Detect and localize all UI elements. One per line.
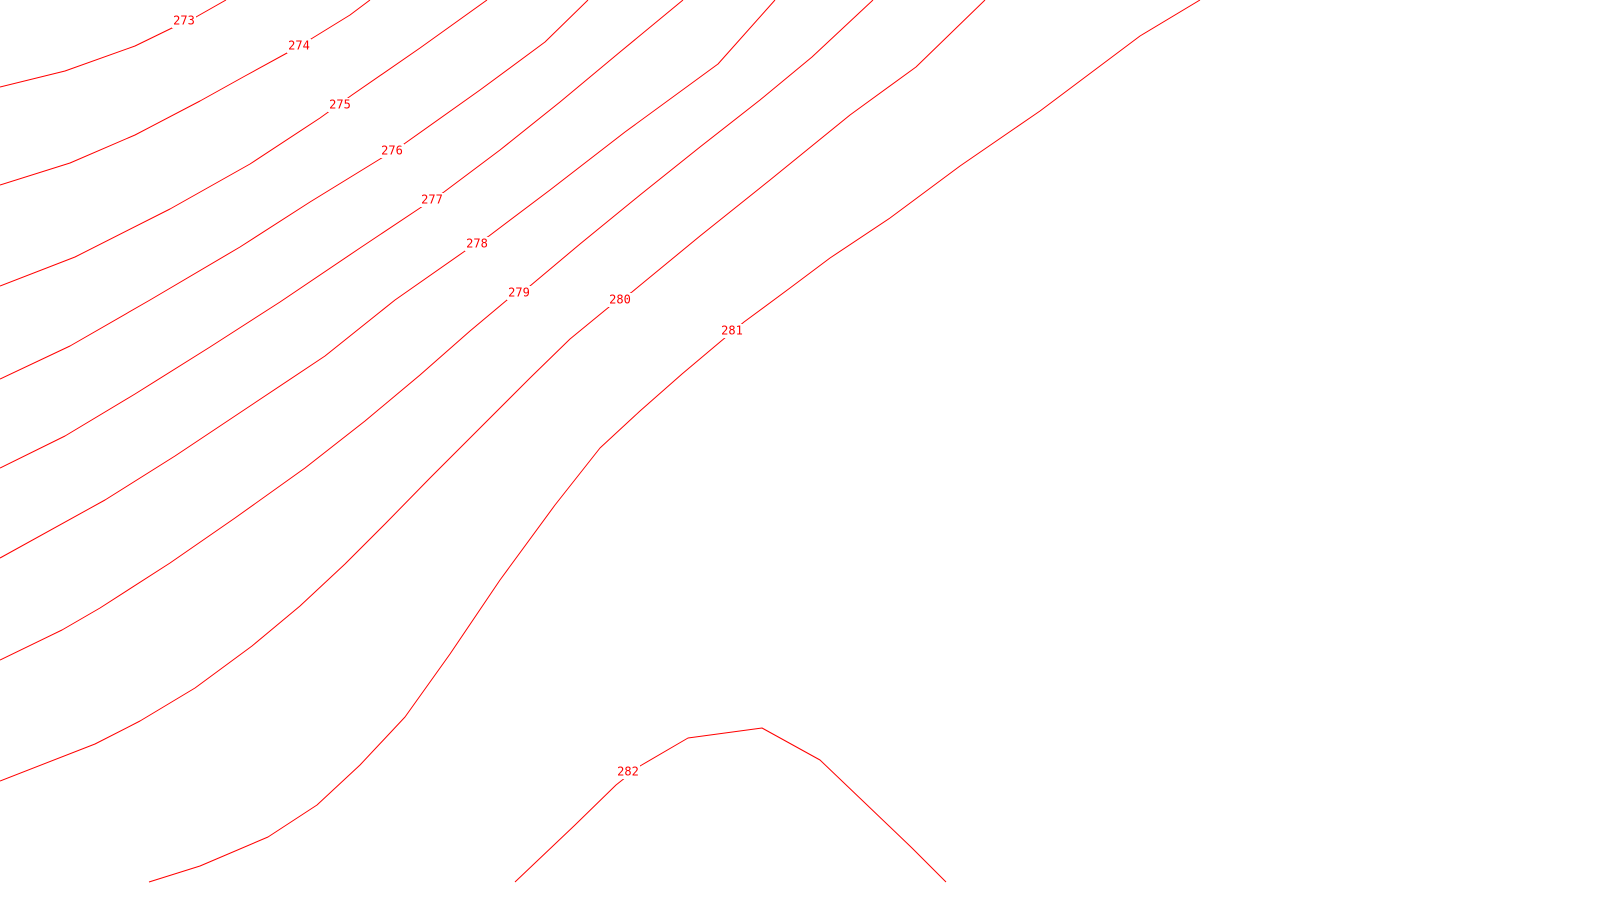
contour-277: 277 <box>0 0 684 469</box>
contour-label-276: 276 <box>381 144 403 158</box>
contour-label-280: 280 <box>609 293 631 307</box>
contour-label-282: 282 <box>617 765 639 779</box>
contour-line-280 <box>0 0 986 782</box>
contour-label-277: 277 <box>421 193 443 207</box>
contour-276: 276 <box>0 0 589 380</box>
contour-line-279 <box>0 0 874 661</box>
contour-273: 273 <box>0 0 227 88</box>
contour-281: 281 <box>148 0 1201 883</box>
contour-278: 278 <box>0 0 776 559</box>
contour-275: 275 <box>0 0 488 287</box>
contour-line-277 <box>0 0 684 469</box>
contour-280: 280 <box>0 0 986 782</box>
contour-line-281 <box>148 0 1201 883</box>
contour-label-275: 275 <box>329 98 351 112</box>
contour-282: 282 <box>514 727 947 883</box>
contour-label-278: 278 <box>466 237 488 251</box>
contour-line-278 <box>0 0 776 559</box>
contour-line-276 <box>0 0 589 380</box>
contour-line-282 <box>514 727 947 883</box>
contour-label-279: 279 <box>508 286 530 300</box>
contour-label-274: 274 <box>288 39 310 53</box>
contour-274: 274 <box>0 0 371 186</box>
contour-279: 279 <box>0 0 874 661</box>
contour-label-273: 273 <box>173 14 195 28</box>
contour-line-275 <box>0 0 488 287</box>
contour-label-281: 281 <box>721 324 743 338</box>
contour-line-274 <box>0 0 371 186</box>
contour-line-273 <box>0 0 227 88</box>
